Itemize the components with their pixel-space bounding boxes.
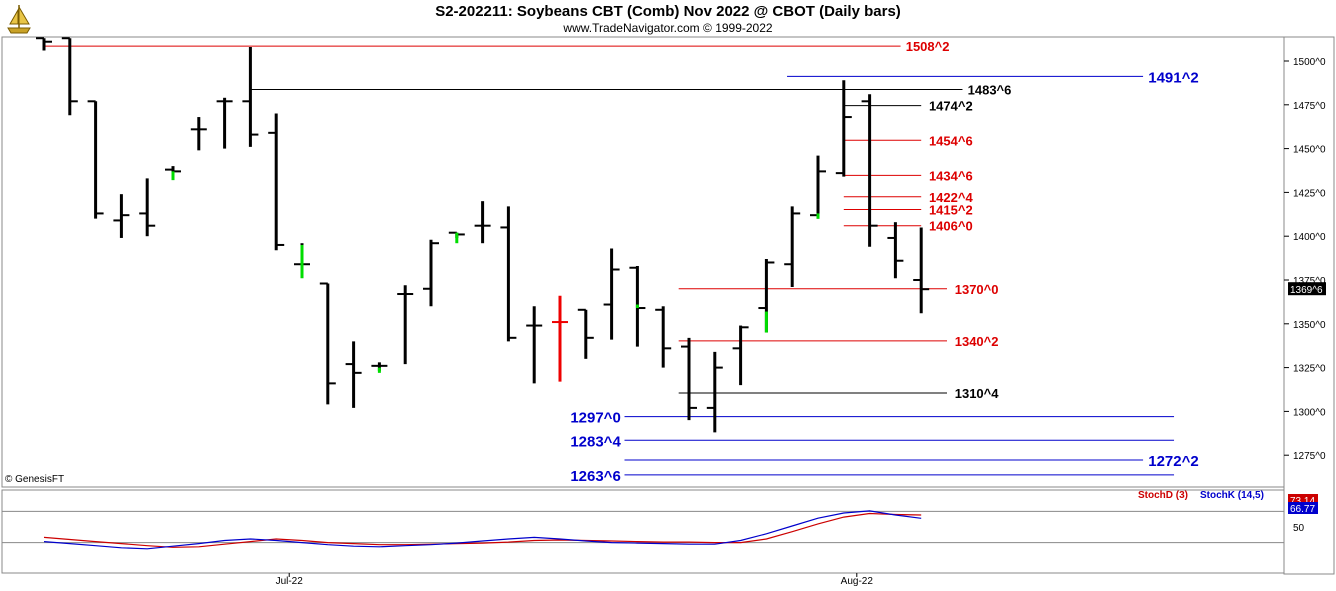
chart-title: S2-202211: Soybeans CBT (Comb) Nov 2022 … — [435, 3, 901, 20]
trade-navigator-logo — [7, 5, 31, 34]
last-price-label: 1369^6 — [1290, 285, 1323, 296]
price-axis-strip — [1283, 36, 1335, 575]
time-axis: Jul-22 Aug-22 — [276, 573, 874, 587]
price-tick-label: 1400^0 — [1293, 232, 1326, 243]
time-tick-label: Jul-22 — [276, 576, 304, 587]
stoch-last-label: 66.77 — [1290, 504, 1315, 515]
stoch-d-line — [43, 512, 922, 548]
level-label: 1297^0 — [570, 410, 620, 427]
level-label: 1283^4 — [570, 433, 621, 450]
stoch-last-box — [1288, 502, 1318, 514]
level-label: 1263^6 — [570, 468, 620, 485]
level-lines: 1508^2 1491^2 1483^6 1474^2 1454^6 1434^6 1422… — [44, 39, 1199, 485]
last-price-box — [1288, 282, 1326, 296]
price-tick-label: 1325^0 — [1293, 364, 1326, 375]
level-label: 1370^0 — [955, 282, 999, 297]
time-tick-label: Aug-22 — [841, 576, 874, 587]
level-label: 1508^2 — [906, 39, 950, 54]
chart-subtitle: www.TradeNavigator.com © 1999-2022 — [563, 21, 773, 35]
price-axis: 1500^0 1475^0 1450^0 1425^0 1400^0 1375^0 1350… — [1284, 57, 1326, 462]
level-label: 1310^4 — [955, 386, 1000, 401]
level-label: 1434^6 — [929, 168, 973, 183]
level-label: 1422^4 — [929, 190, 974, 205]
stoch-tick-label: 50 — [1293, 523, 1305, 534]
level-label: 1474^2 — [929, 99, 973, 114]
price-tick-label: 1500^0 — [1293, 57, 1326, 68]
price-tick-label: 1300^0 — [1293, 407, 1326, 418]
price-pane[interactable] — [1, 36, 1285, 488]
stoch-last-label: 73.14 — [1290, 496, 1315, 507]
price-tick-label: 1450^0 — [1293, 145, 1326, 156]
price-tick-label: 1475^0 — [1293, 101, 1326, 112]
price-tick-label: 1375^0 — [1293, 276, 1326, 287]
level-label: 1340^2 — [955, 334, 999, 349]
level-label: 1415^2 — [929, 202, 973, 217]
legend-stoch-d: StochD (3) — [1138, 490, 1188, 501]
level-label: 1272^2 — [1148, 453, 1198, 470]
genesis-watermark: © GenesisFT — [5, 474, 65, 485]
price-tick-label: 1350^0 — [1293, 320, 1326, 331]
legend-stoch-k: StochK (14,5) — [1200, 490, 1264, 501]
price-tick-label: 1275^0 — [1293, 451, 1326, 462]
level-label: 1406^0 — [929, 219, 973, 234]
level-label: 1491^2 — [1148, 69, 1198, 86]
price-tick-label: 1425^0 — [1293, 188, 1326, 199]
level-label: 1483^6 — [968, 82, 1012, 97]
stoch-k-line — [43, 510, 922, 550]
indicator-pane[interactable] — [1, 489, 1285, 574]
level-label: 1454^6 — [929, 133, 973, 148]
price-bars — [36, 37, 930, 433]
